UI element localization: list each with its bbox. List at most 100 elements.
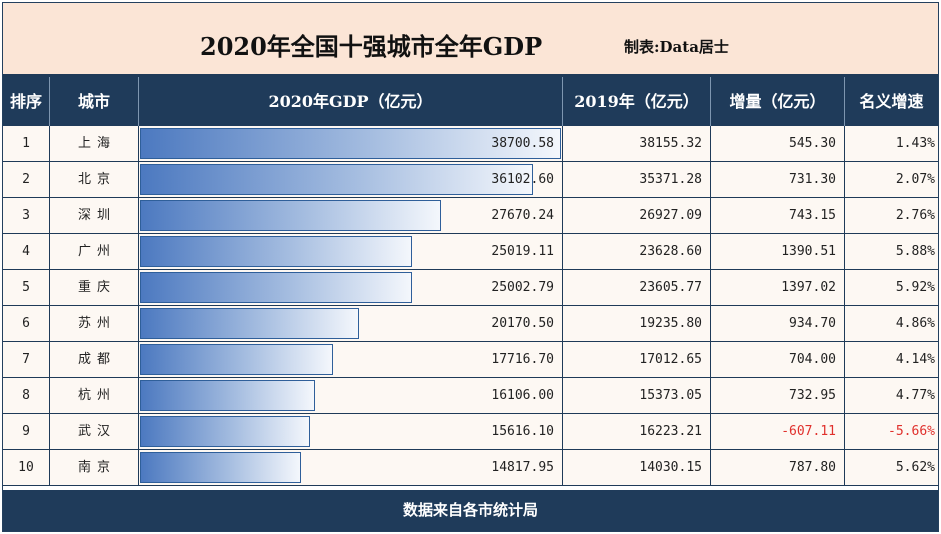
city-cell: 苏州 — [50, 306, 139, 341]
increase-cell: 743.15 — [711, 198, 845, 233]
rank-cell: 3 — [3, 198, 50, 233]
gdp-bar — [140, 236, 412, 267]
table-row: 2 北京 36102.60 35371.28 731.30 2.07% — [3, 162, 938, 198]
table-row: 5 重庆 25002.79 23605.77 1397.02 5.92% — [3, 270, 938, 306]
gdp-bar — [140, 308, 359, 339]
gdp-bar — [140, 452, 301, 483]
growth-cell: 5.92% — [895, 280, 935, 295]
footer-bar: 数据来自各市统计局 — [3, 487, 938, 531]
growth-cell: 4.77% — [895, 388, 935, 403]
rank-cell: 4 — [3, 234, 50, 269]
growth-cell: 4.14% — [895, 352, 935, 367]
gdp-2020-cell: 25002.79 — [139, 270, 563, 305]
growth-cell: 1.43% — [895, 136, 935, 151]
city-cell: 广州 — [50, 234, 139, 269]
title-bar: 2020年全国十强城市全年GDP 制表:Data居士 — [3, 3, 938, 77]
increase-cell: 787.80 — [711, 450, 845, 485]
gdp-2020-value: 36102.60 — [491, 172, 554, 187]
gdp-2020-value: 15616.10 — [491, 424, 554, 439]
gdp-2020-cell: 27670.24 — [139, 198, 563, 233]
header-gdp-2019: 2019年（亿元） — [563, 77, 711, 126]
rank-cell: 6 — [3, 306, 50, 341]
table-row: 8 杭州 16106.00 15373.05 732.95 4.77% — [3, 378, 938, 414]
city-cell: 杭州 — [50, 378, 139, 413]
gdp-2019-cell: 16223.21 — [563, 414, 711, 449]
gdp-bar — [140, 272, 412, 303]
gdp-bar — [140, 128, 561, 159]
gdp-2020-cell: 15616.10 — [139, 414, 563, 449]
city-cell: 重庆 — [50, 270, 139, 305]
header-row: 排序 城市 2020年GDP（亿元） 2019年（亿元） 增量（亿元） 名义增速 — [3, 77, 938, 126]
growth-cell: 2.76% — [895, 208, 935, 223]
gdp-2019-cell: 38155.32 — [563, 126, 711, 161]
gdp-2020-value: 25002.79 — [491, 280, 554, 295]
rank-cell: 1 — [3, 126, 50, 161]
gdp-2019-cell: 14030.15 — [563, 450, 711, 485]
gdp-2020-cell: 36102.60 — [139, 162, 563, 197]
gdp-bar — [140, 164, 533, 195]
rank-cell: 2 — [3, 162, 50, 197]
table-row: 10 南京 14817.95 14030.15 787.80 5.62% — [3, 450, 938, 486]
gdp-2020-cell: 20170.50 — [139, 306, 563, 341]
source-note: 数据来自各市统计局 — [402, 501, 538, 519]
maker-credit: 制表:Data居士 — [624, 38, 729, 56]
growth-cell: 5.62% — [895, 460, 935, 475]
increase-cell: -607.11 — [711, 414, 845, 449]
header-rank: 排序 — [3, 77, 50, 126]
gdp-2019-cell: 35371.28 — [563, 162, 711, 197]
rank-cell: 8 — [3, 378, 50, 413]
gdp-2020-value: 20170.50 — [491, 316, 554, 331]
increase-cell: 704.00 — [711, 342, 845, 377]
increase-cell: 934.70 — [711, 306, 845, 341]
increase-cell: 545.30 — [711, 126, 845, 161]
gdp-2020-value: 17716.70 — [491, 352, 554, 367]
growth-cell: 2.07% — [895, 172, 935, 187]
table-row: 6 苏州 20170.50 19235.80 934.70 4.86% — [3, 306, 938, 342]
table-row: 1 上海 38700.58 38155.32 545.30 1.43% — [3, 126, 938, 162]
gdp-2020-value: 16106.00 — [491, 388, 554, 403]
gdp-2020-value: 38700.58 — [491, 136, 554, 151]
table-title: 2020年全国十强城市全年GDP — [200, 32, 543, 61]
gdp-2020-cell: 38700.58 — [139, 126, 563, 161]
gdp-bar — [140, 344, 333, 375]
gdp-2019-cell: 26927.09 — [563, 198, 711, 233]
gdp-bar — [140, 380, 315, 411]
gdp-2020-cell: 25019.11 — [139, 234, 563, 269]
city-cell: 上海 — [50, 126, 139, 161]
gdp-2019-cell: 19235.80 — [563, 306, 711, 341]
gdp-2020-cell: 17716.70 — [139, 342, 563, 377]
table-row: 9 武汉 15616.10 16223.21 -607.11 -5.66% — [3, 414, 938, 450]
growth-cell: 5.88% — [895, 244, 935, 259]
header-growth: 名义增速 — [859, 92, 924, 111]
growth-cell: -5.66% — [888, 424, 935, 439]
increase-cell: 732.95 — [711, 378, 845, 413]
gdp-2019-cell: 17012.65 — [563, 342, 711, 377]
gdp-bar — [140, 416, 310, 447]
gdp-2020-value: 25019.11 — [491, 244, 554, 259]
gdp-2020-cell: 14817.95 — [139, 450, 563, 485]
city-cell: 深圳 — [50, 198, 139, 233]
gdp-2020-value: 27670.24 — [491, 208, 554, 223]
gdp-2020-value: 14817.95 — [491, 460, 554, 475]
rank-cell: 5 — [3, 270, 50, 305]
rank-cell: 7 — [3, 342, 50, 377]
table-row: 4 广州 25019.11 23628.60 1390.51 5.88% — [3, 234, 938, 270]
gdp-2019-cell: 23605.77 — [563, 270, 711, 305]
increase-cell: 731.30 — [711, 162, 845, 197]
city-cell: 南京 — [50, 450, 139, 485]
gdp-bar — [140, 200, 441, 231]
header-gdp-2020: 2020年GDP（亿元） — [139, 77, 563, 126]
city-cell: 北京 — [50, 162, 139, 197]
growth-cell: 4.86% — [895, 316, 935, 331]
increase-cell: 1390.51 — [711, 234, 845, 269]
rank-cell: 10 — [3, 450, 50, 485]
gdp-2019-cell: 23628.60 — [563, 234, 711, 269]
increase-cell: 1397.02 — [711, 270, 845, 305]
city-cell: 成都 — [50, 342, 139, 377]
gdp-2020-cell: 16106.00 — [139, 378, 563, 413]
header-city: 城市 — [50, 77, 139, 126]
gdp-2019-cell: 15373.05 — [563, 378, 711, 413]
table-row: 3 深圳 27670.24 26927.09 743.15 2.76% — [3, 198, 938, 234]
table-row: 7 成都 17716.70 17012.65 704.00 4.14% — [3, 342, 938, 378]
